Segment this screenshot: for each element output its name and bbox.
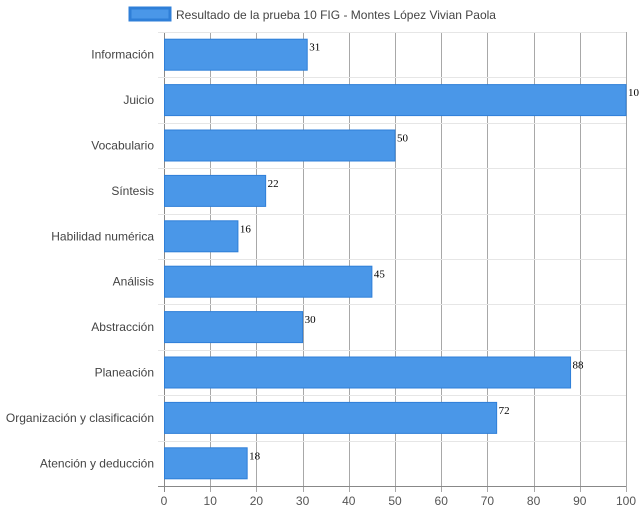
legend[interactable]: Resultado de la prueba 10 FIG - Montes L… xyxy=(128,6,496,22)
category-label: Información xyxy=(91,48,154,62)
data-labels: 31 100 50 22 16 45 30 88 72 18 xyxy=(240,42,639,463)
x-tick-label: 70 xyxy=(481,494,495,508)
category-label: Atención y deducción xyxy=(40,456,154,470)
value-axis: 0 10 20 30 40 50 60 70 80 90 100 xyxy=(161,494,637,508)
category-label: Planeación xyxy=(95,366,154,380)
data-label: 88 xyxy=(573,360,585,372)
x-tick-label: 40 xyxy=(342,494,356,508)
bar[interactable] xyxy=(164,220,239,253)
category-label: Análisis xyxy=(113,275,154,289)
data-label: 31 xyxy=(309,42,320,54)
bar[interactable] xyxy=(164,356,572,389)
category-label: Organización y clasificación xyxy=(6,411,154,425)
data-label: 50 xyxy=(397,133,409,145)
data-label: 100 xyxy=(628,87,639,99)
category-label: Habilidad numérica xyxy=(51,229,154,243)
legend-label[interactable]: Resultado de la prueba 10 FIG - Montes L… xyxy=(176,8,496,22)
bar[interactable] xyxy=(164,447,248,480)
data-label: 22 xyxy=(268,178,279,190)
x-tick-label: 50 xyxy=(388,494,402,508)
x-tick-label: 20 xyxy=(250,494,264,508)
data-label: 18 xyxy=(249,450,261,462)
bar[interactable] xyxy=(164,174,267,207)
x-tick-label: 90 xyxy=(573,494,587,508)
data-label: 45 xyxy=(374,269,386,281)
category-axis: Información Juicio Vocabulario Síntesis Habi… xyxy=(6,48,154,471)
x-tick-label: 0 xyxy=(161,494,168,508)
data-label: 16 xyxy=(240,223,252,235)
bar[interactable] xyxy=(164,311,304,344)
category-label: Abstracción xyxy=(91,320,154,334)
data-label: 30 xyxy=(305,314,317,326)
category-label: Vocabulario xyxy=(91,139,154,153)
legend-swatch[interactable] xyxy=(128,6,172,22)
category-label: Juicio xyxy=(123,93,154,107)
bar[interactable] xyxy=(164,129,396,162)
bar[interactable] xyxy=(164,401,498,434)
x-tick-label: 100 xyxy=(616,494,636,508)
x-tick-label: 10 xyxy=(204,494,218,508)
bar[interactable] xyxy=(164,84,627,117)
category-label: Síntesis xyxy=(111,184,154,198)
bar[interactable] xyxy=(164,265,373,298)
x-tick-label: 80 xyxy=(527,494,541,508)
x-tick-label: 30 xyxy=(296,494,310,508)
data-label: 72 xyxy=(499,405,510,417)
bars xyxy=(164,38,627,480)
bar[interactable] xyxy=(164,38,308,71)
x-tick-label: 60 xyxy=(435,494,449,508)
